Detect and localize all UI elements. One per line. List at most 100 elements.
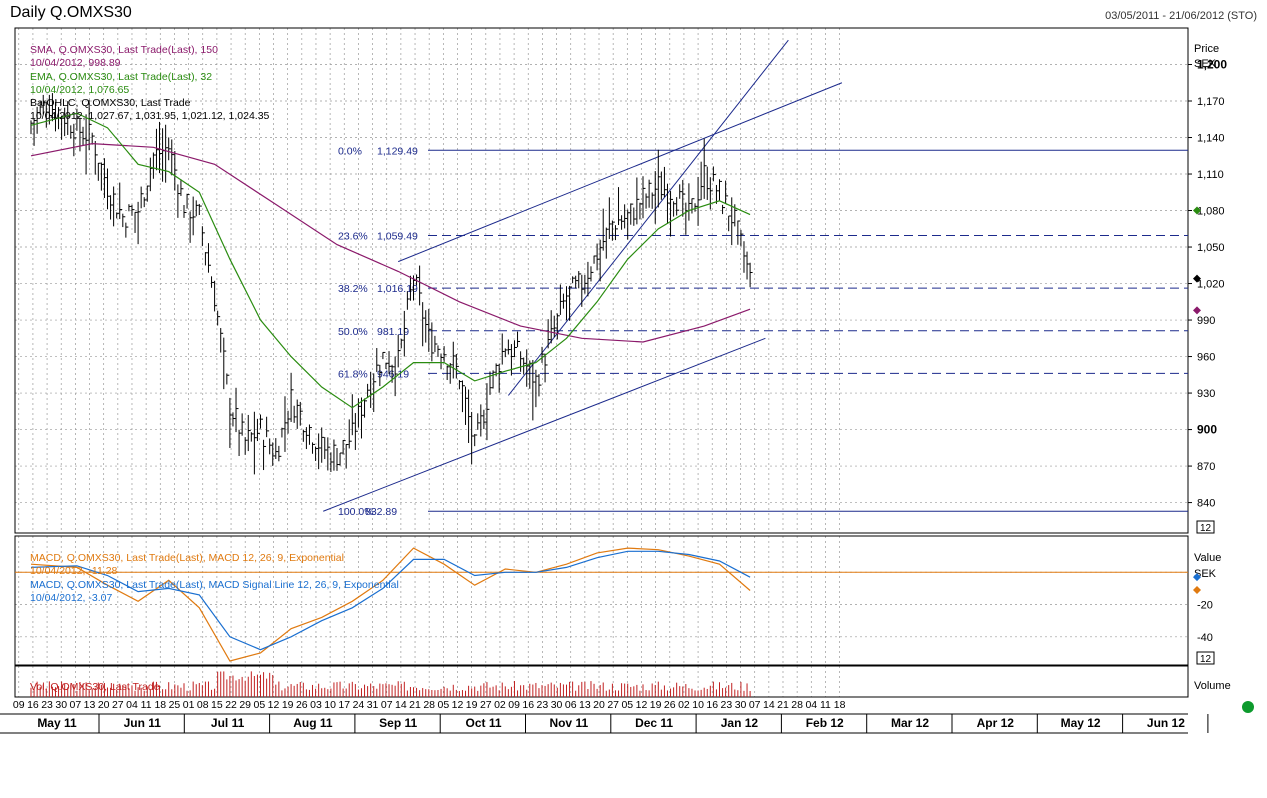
x-tick-label: 23 [41,699,53,711]
scale-box-label: 12 [1200,654,1212,665]
price-legend-line-2: EMA, Q.OMXS30, Last Trade(Last), 32 [30,70,213,83]
price-marker-icon [1193,274,1201,283]
x-tick-label: 04 [805,699,817,711]
x-tick-label: 26 [296,699,308,711]
x-tick-label: 29 [239,699,251,711]
x-tick-label: 21 [409,699,421,711]
fib-value: 1,016.19 [377,283,418,295]
sma-marker-icon [1193,306,1201,315]
status-indicator-icon [1242,701,1254,713]
trendlines [323,39,843,512]
x-tick-label: 07 [70,699,82,711]
y-tick-label: 900 [1197,423,1217,437]
month-label: Jul 11 [211,716,245,730]
x-tick-label: 28 [791,699,803,711]
month-label: May 12 [1061,716,1101,730]
x-tick-label: 19 [650,699,662,711]
x-tick-label: 26 [664,699,676,711]
x-tick-label: 06 [565,699,577,711]
x-tick-label: 22 [225,699,237,711]
x-tick-label: 28 [423,699,435,711]
macd-legend-line-1: 10/04/2012, -11.28 [30,565,118,578]
x-tick-label: 27 [607,699,619,711]
volume-bars [30,671,751,697]
x-tick-label: 18 [154,699,166,711]
x-tick-label: 14 [763,699,775,711]
y-tick-label: 1,020 [1197,279,1225,291]
x-tick-label: 19 [466,699,478,711]
y-axis: 1,200 1,170 1,140 1,110 1,080 1,050 1,020 990 96… [1188,43,1231,692]
price-legend-line-1: 10/04/2012, 998.89 [30,57,121,70]
fib-percent: 23.6% [338,230,368,242]
month-label: Oct 11 [465,716,501,730]
y-tick-label: 1,170 [1197,96,1225,108]
fib-value: 1,129.49 [377,145,418,157]
trendline [398,82,843,263]
x-tick-label: 05 [437,699,449,711]
y-tick-label: 870 [1197,461,1215,473]
volume-legend-text: Vol, Q.OMXS30, Last Trade [30,681,160,693]
macd-legend: MACD, Q.OMXS30, Last Trade(Last), MACD 1… [30,552,399,605]
x-tick-label: 16 [706,699,718,711]
x-tick-label: 30 [55,699,67,711]
x-tick-label: 16 [27,699,39,711]
y-tick-label: 1,200 [1197,58,1227,72]
x-tick-label: 11 [820,699,831,711]
y-tick-label: 960 [1197,352,1215,364]
fib-percent: 38.2% [338,283,368,295]
x-tick-label: 09 [13,699,25,711]
fib-percent: 50.0% [338,326,368,338]
x-tick-label: 20 [593,699,605,711]
macd-legend-line-3: 10/04/2012, -3.07 [30,591,113,604]
x-tick-label: 30 [735,699,747,711]
macd-axis-title: Value [1194,552,1221,564]
ema-marker-icon [1193,206,1201,215]
month-label: Jun 11 [124,716,162,730]
x-tick-label: 19 [282,699,294,711]
y-tick-label: -40 [1197,632,1213,644]
month-label: Jan 12 [721,716,759,730]
x-tick-label: 10 [324,699,336,711]
x-tick-label: 09 [508,699,520,711]
x-tick-label: 15 [211,699,223,711]
y-tick-label: 1,140 [1197,133,1225,145]
fib-percent: 0.0% [338,145,362,157]
x-tick-label: 05 [254,699,266,711]
x-tick-label: 21 [777,699,789,711]
x-tick-label: 16 [522,699,534,711]
fib-value: 946.19 [377,368,409,380]
series-line [30,550,751,651]
fib-percent: 100.0% [338,506,374,518]
month-label: Apr 12 [977,716,1015,730]
x-tick-label: 02 [678,699,690,711]
series-line [30,547,751,662]
month-label: Mar 12 [891,716,929,730]
fib-value: 832.89 [365,506,397,518]
month-label: Jun 12 [1147,716,1185,730]
x-tick-label: 07 [749,699,761,711]
month-label: Sep 11 [379,716,417,730]
month-label: Feb 12 [806,716,844,730]
macd-legend-line-0: MACD, Q.OMXS30, Last Trade(Last), MACD 1… [30,552,344,564]
x-tick-label: 20 [98,699,110,711]
x-tick-label: 12 [268,699,280,711]
x-tick-label: 31 [367,699,379,711]
date-range: 03/05/2011 - 21/06/2012 (STO) [1105,10,1257,22]
price-axis-title: Price [1194,43,1219,55]
macd-marker-icon [1193,586,1201,595]
y-tick-label: 990 [1197,315,1215,327]
y-tick-label: 1,110 [1197,169,1224,181]
series-line [30,112,751,409]
price-pane [14,27,1189,534]
x-tick-label: 08 [197,699,209,711]
x-tick-label: 03 [310,699,322,711]
x-tick-label: 24 [353,699,365,711]
y-tick-label: 930 [1197,388,1215,400]
x-tick-label: 12 [636,699,648,711]
fib-value: 1,059.49 [377,230,418,242]
month-label: May 11 [37,716,77,730]
macd-pane [14,535,1189,666]
macd-legend-line-2: MACD, Q.OMXS30, Last Trade(Last), MACD S… [30,578,399,591]
y-tick-label: 1,080 [1197,206,1225,218]
